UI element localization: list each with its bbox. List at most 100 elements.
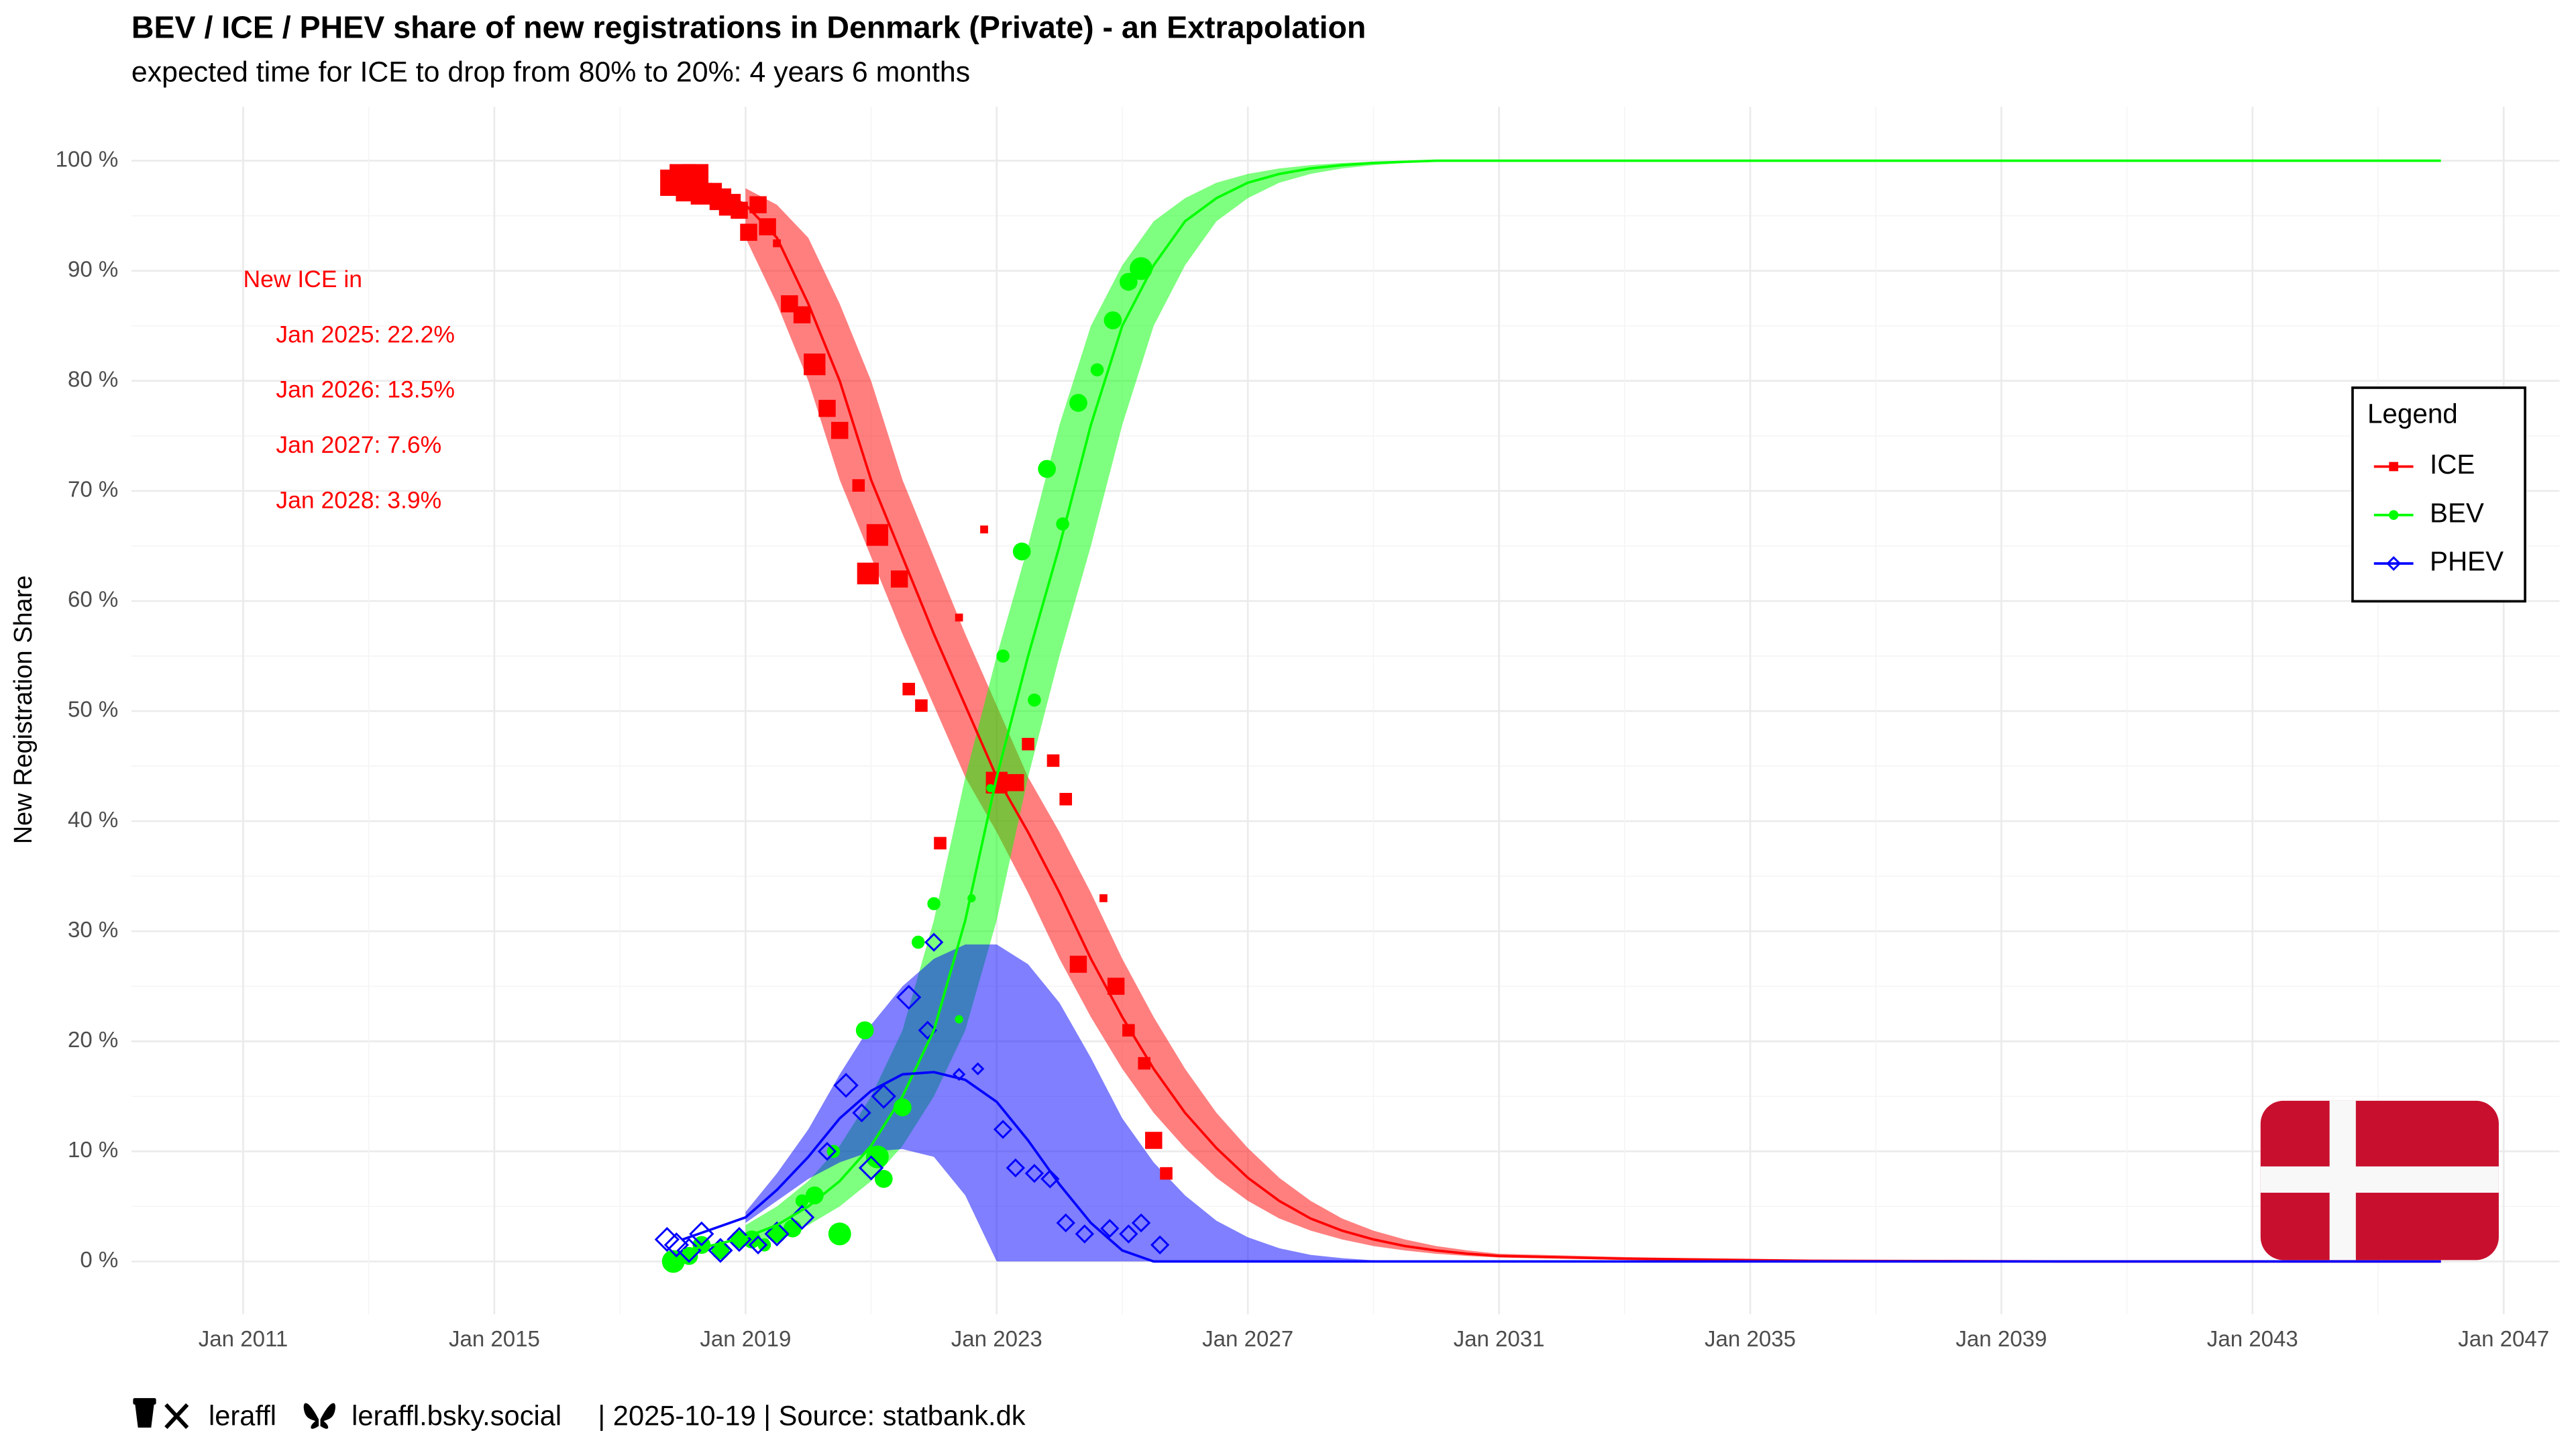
legend-label: PHEV — [2430, 546, 2504, 577]
data-point — [1099, 894, 1108, 902]
data-point — [1090, 363, 1104, 377]
data-point — [767, 1225, 786, 1243]
data-point — [757, 1238, 771, 1252]
data-point — [1012, 542, 1031, 561]
data-point — [890, 570, 908, 588]
data-point — [1040, 1169, 1060, 1189]
annotation: Jan 2026: 13.5% — [276, 376, 454, 403]
data-point — [826, 1144, 841, 1159]
data-point — [1160, 1167, 1173, 1180]
data-point — [818, 400, 836, 417]
butterfly-icon — [303, 1403, 335, 1429]
data-point — [661, 1250, 685, 1273]
data-point — [680, 1246, 698, 1265]
data-point — [828, 1222, 851, 1246]
plot-area — [654, 159, 2441, 1273]
chart-title: BEV / ICE / PHEV share of new registrati… — [131, 9, 1366, 44]
x-tick-label: Jan 2039 — [1955, 1327, 2047, 1352]
data-point — [924, 932, 944, 952]
data-point — [1007, 773, 1024, 792]
caption-bluesky: leraffl.bsky.social — [352, 1399, 561, 1431]
cup-icon — [134, 1401, 155, 1428]
data-point — [708, 1238, 733, 1263]
x-tick-label: Jan 2011 — [199, 1327, 288, 1352]
data-point — [833, 1073, 859, 1098]
cup-icon — [133, 1398, 156, 1405]
x-tick-label: Jan 2047 — [2458, 1327, 2549, 1352]
data-point — [852, 479, 865, 492]
data-point — [1059, 792, 1073, 806]
data-point — [1131, 1213, 1151, 1233]
annotation: New ICE in — [243, 266, 362, 292]
data-point — [1024, 1163, 1044, 1183]
y-tick-label: 80 % — [68, 367, 118, 392]
data-point — [955, 613, 963, 622]
data-point — [805, 1186, 824, 1205]
legend-key-marker — [2389, 462, 2399, 472]
data-point — [831, 421, 849, 439]
data-point — [874, 1169, 893, 1188]
y-tick-label: 70 % — [68, 478, 118, 502]
data-point — [896, 984, 922, 1010]
data-point — [1006, 1158, 1026, 1178]
flag-cross — [2260, 1166, 2499, 1193]
y-axis-label: New Registration Share — [9, 576, 38, 845]
legend-label: BEV — [2430, 497, 2484, 528]
data-point — [855, 1021, 874, 1040]
x-icon — [164, 1403, 189, 1430]
x-tick-label: Jan 2027 — [1202, 1327, 1293, 1352]
chart-subtitle: expected time for ICE to drop from 80% t… — [131, 56, 970, 89]
data-point — [764, 1221, 790, 1247]
data-point — [1075, 1224, 1094, 1244]
x-tick-label: Jan 2015 — [449, 1327, 540, 1352]
x-tick-label: Jan 2031 — [1454, 1327, 1545, 1352]
x-tick-label: Jan 2023 — [951, 1327, 1042, 1352]
y-tick-label: 30 % — [68, 918, 118, 943]
data-point — [1100, 1219, 1120, 1238]
data-point — [927, 897, 941, 910]
grid — [131, 107, 2560, 1315]
fit-line — [682, 159, 2441, 1252]
caption-handle: leraffl — [209, 1399, 276, 1431]
y-tick-label: 50 % — [68, 698, 118, 722]
data-point — [857, 562, 879, 585]
data-point — [902, 682, 916, 696]
annotation: Jan 2025: 22.2% — [276, 321, 454, 347]
data-point — [865, 1145, 889, 1169]
x-tick-label: Jan 2035 — [1705, 1327, 1796, 1352]
data-point — [817, 1142, 837, 1161]
data-point — [743, 1230, 761, 1248]
data-point — [1107, 977, 1125, 995]
fit-line — [682, 1071, 2441, 1263]
flag — [2260, 1100, 2499, 1260]
y-tick-label: 0 % — [80, 1248, 118, 1273]
legend-box — [2351, 386, 2526, 603]
legend-title: Legend — [2367, 398, 2458, 429]
annotation: Jan 2027: 7.6% — [276, 431, 441, 458]
data-point — [1038, 460, 1057, 478]
data-point — [1119, 1224, 1138, 1244]
data-point — [793, 306, 811, 324]
data-point — [986, 784, 995, 793]
y-tick-label: 20 % — [68, 1028, 118, 1053]
caption-source: | 2025-10-19 | Source: statbank.dk — [598, 1399, 1025, 1431]
data-point — [1022, 737, 1034, 751]
data-point — [971, 1062, 985, 1075]
data-point — [804, 353, 826, 376]
data-point — [915, 699, 928, 712]
y-tick-label: 90 % — [68, 257, 118, 282]
data-point — [993, 1120, 1013, 1139]
x-tick-label: Jan 2043 — [2207, 1327, 2298, 1352]
data-point — [748, 1235, 768, 1254]
data-point — [1046, 754, 1060, 767]
annotation: Jan 2028: 3.9% — [276, 486, 441, 513]
data-point — [858, 1155, 884, 1181]
data-point — [1104, 311, 1122, 329]
data-point — [934, 837, 947, 850]
legend: Legend ICE BEV PHEV — [2351, 386, 2526, 603]
data-point — [1130, 257, 1153, 280]
y-tick-label: 100 % — [56, 147, 119, 172]
y-tick-label: 10 % — [68, 1138, 118, 1163]
caption-icons — [133, 1398, 335, 1430]
